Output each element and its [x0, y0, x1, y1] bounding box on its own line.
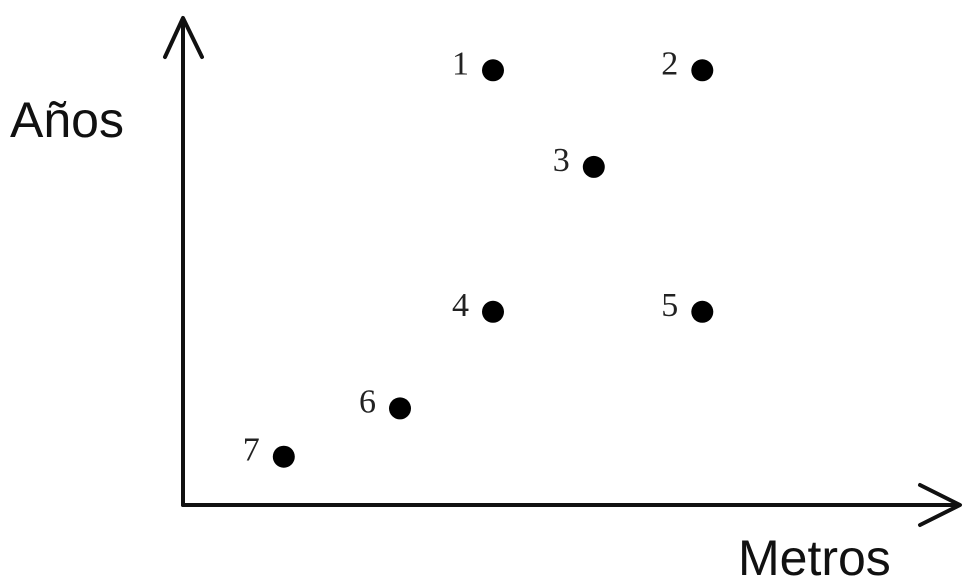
x-axis-label: Metros	[738, 530, 891, 583]
data-point-5	[691, 300, 714, 323]
data-point-2	[691, 59, 714, 82]
data-point-label-7: 7	[243, 432, 260, 469]
x-axis-arrow	[918, 483, 962, 527]
data-point-label-3: 3	[553, 142, 570, 179]
data-point-label-6: 6	[359, 383, 376, 420]
data-point-1	[482, 59, 504, 82]
y-axis-label: Años	[10, 92, 124, 148]
data-point-label-5: 5	[661, 287, 678, 324]
data-point-3	[582, 155, 605, 178]
x-axis	[181, 483, 962, 527]
data-point-4	[482, 300, 504, 323]
data-point-7	[272, 445, 295, 468]
y-axis-arrow	[163, 16, 204, 59]
data-point-label-4: 4	[452, 287, 469, 324]
y-axis	[163, 16, 204, 507]
data-point-label-1: 1	[452, 45, 469, 82]
points-layer: 1 2 3 4 5 6 7	[243, 45, 714, 469]
data-point-6	[389, 397, 411, 420]
data-point-label-2: 2	[661, 45, 678, 82]
